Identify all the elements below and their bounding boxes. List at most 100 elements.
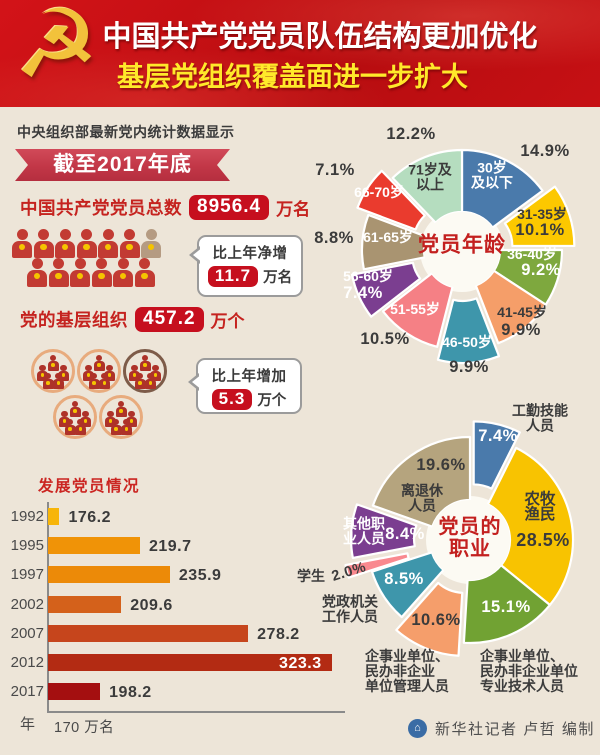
person-head [107, 411, 114, 418]
bar-year-label-2002: 2002 [10, 595, 44, 613]
grassroots-label: 党的基层组织 [20, 310, 128, 330]
mini-member-icon [134, 373, 146, 389]
net-increase-label: 比上年净增 [212, 246, 288, 262]
bar-value-2002: 209.6 [130, 596, 173, 614]
net-increase-bubble: 比上年净增 11.7 万名 [189, 235, 303, 297]
occupation-slice-农牧渔民 [486, 446, 575, 607]
member-icon [141, 229, 161, 258]
mini-member-icon [37, 365, 48, 381]
person-head [145, 229, 157, 240]
bar-1995 [48, 537, 140, 555]
mini-member-icon [115, 401, 127, 417]
person-head [81, 229, 92, 240]
party-emblem-dot [61, 372, 66, 377]
person-head [59, 229, 71, 240]
age-donut-chart: 30岁及以下14.9%31-35岁10.1%36-40岁9.2%41-45岁9.… [314, 125, 576, 376]
bar-chart-title: 发展党员情况 [38, 478, 141, 495]
age-pct-46-50岁: 9.9% [449, 358, 489, 376]
party-emblem-dot [61, 243, 69, 250]
person-head [60, 365, 67, 372]
credit-line: ⌂ 新华社记者 卢哲 编制 [408, 718, 595, 739]
party-emblem-dot [55, 272, 62, 279]
party-emblem-dot [46, 380, 50, 385]
member-icon [134, 258, 155, 287]
person-head [101, 373, 108, 380]
party-emblem-dot [62, 418, 67, 423]
axis-baseline-label: 170 万名 [54, 720, 115, 736]
person-head [53, 258, 64, 269]
occupation-pct-其他职业人员: 8.4% [385, 525, 425, 543]
person-head [95, 355, 103, 362]
org-circle [31, 349, 75, 393]
party-emblem-dot [83, 243, 90, 250]
party-emblem-dot [102, 380, 107, 385]
credit-text: 新华社记者 卢哲 编制 [435, 721, 595, 738]
bar-1992 [48, 508, 60, 525]
occupation-label-农牧渔民: 农牧 [523, 489, 556, 508]
occupation-label-其他职业人员: 其他职 [343, 516, 385, 532]
age-slice-56-60岁 [350, 261, 422, 318]
net-increase-unit: 万名 [263, 270, 293, 286]
date-ribbon: 截至2017年底 [15, 149, 230, 181]
party-emblem-dot [97, 362, 101, 367]
person-head [61, 411, 68, 418]
party-emblem-dot [143, 362, 147, 367]
occupation-slice-企事业单位、民办非企业单位管理人员 [395, 581, 464, 657]
bar-1997 [48, 566, 170, 584]
age-slice-46-50岁 [436, 297, 501, 365]
party-emblem-dot [73, 408, 77, 413]
age-pct-71岁及以上: 12.2% [386, 125, 435, 143]
mini-member-icon [121, 419, 132, 435]
occupation-pct-离退休人员: 19.6% [416, 456, 465, 474]
party-emblem-dot [104, 243, 112, 250]
occupation-pct-党政机关工作人员: 8.5% [384, 570, 424, 588]
party-emblem-dot [119, 408, 123, 413]
party-emblem-dot [40, 243, 47, 250]
party-emblem-dot [83, 418, 88, 423]
main-title: 中国共产党党员队伍结构更加优化 [102, 21, 538, 53]
person-head [66, 419, 74, 426]
age-pct-61-65岁: 8.8% [314, 229, 354, 247]
occupation-pct-工勤技能人员: 7.4% [478, 427, 518, 445]
person-head [82, 411, 89, 418]
age-label-51-55岁: 51-55岁 [390, 301, 440, 317]
member-icon [98, 229, 118, 258]
party-emblem-dot [126, 243, 133, 250]
mini-member-icon [129, 365, 140, 381]
person-head [147, 373, 154, 380]
party-emblem-dot [86, 372, 91, 377]
occupation-label-党政机关工作人员: 工作人员 [322, 609, 378, 625]
bar-year-label-1992: 1992 [10, 508, 44, 525]
bar-value-1995: 219.7 [148, 538, 192, 556]
mini-member-icon [150, 365, 161, 381]
person-head [49, 355, 57, 362]
party-emblem-dot [108, 418, 113, 423]
person-head [55, 373, 62, 380]
occupation-center-title: 党员的 [439, 514, 502, 538]
person-head [74, 258, 86, 269]
mini-member-icon [126, 411, 137, 427]
age-pct-31-35岁: 10.1% [515, 221, 564, 239]
age-label-71岁及以上: 71岁及 [408, 162, 453, 178]
party-emblem-dot [138, 380, 142, 385]
axis-unit-label: 年 [20, 716, 36, 733]
age-pct-66-70岁: 7.1% [315, 161, 355, 179]
org-increase-bubble: 比上年增加 5.3 万个 [188, 358, 302, 414]
bar-2017 [48, 683, 101, 701]
mini-member-icon [58, 365, 69, 381]
party-emblem-dot [18, 243, 26, 250]
party-emblem-dot [148, 380, 153, 385]
person-head [117, 258, 129, 269]
mini-member-icon [64, 419, 76, 435]
occupation-slice-其他职业人员 [350, 503, 418, 559]
bar-value-1997: 235.9 [178, 567, 222, 585]
person-head [38, 229, 49, 240]
party-emblem-dot [56, 380, 61, 385]
party-emblem-dot [68, 426, 72, 431]
org-increase-value: 5.3 [211, 389, 253, 410]
age-pct-51-55岁: 10.5% [360, 330, 409, 348]
party-emblem-dot [107, 372, 112, 377]
member-icon [70, 258, 90, 287]
total-members-label: 中国共产党党员总数 [20, 198, 182, 218]
mini-member-icon [105, 411, 116, 427]
